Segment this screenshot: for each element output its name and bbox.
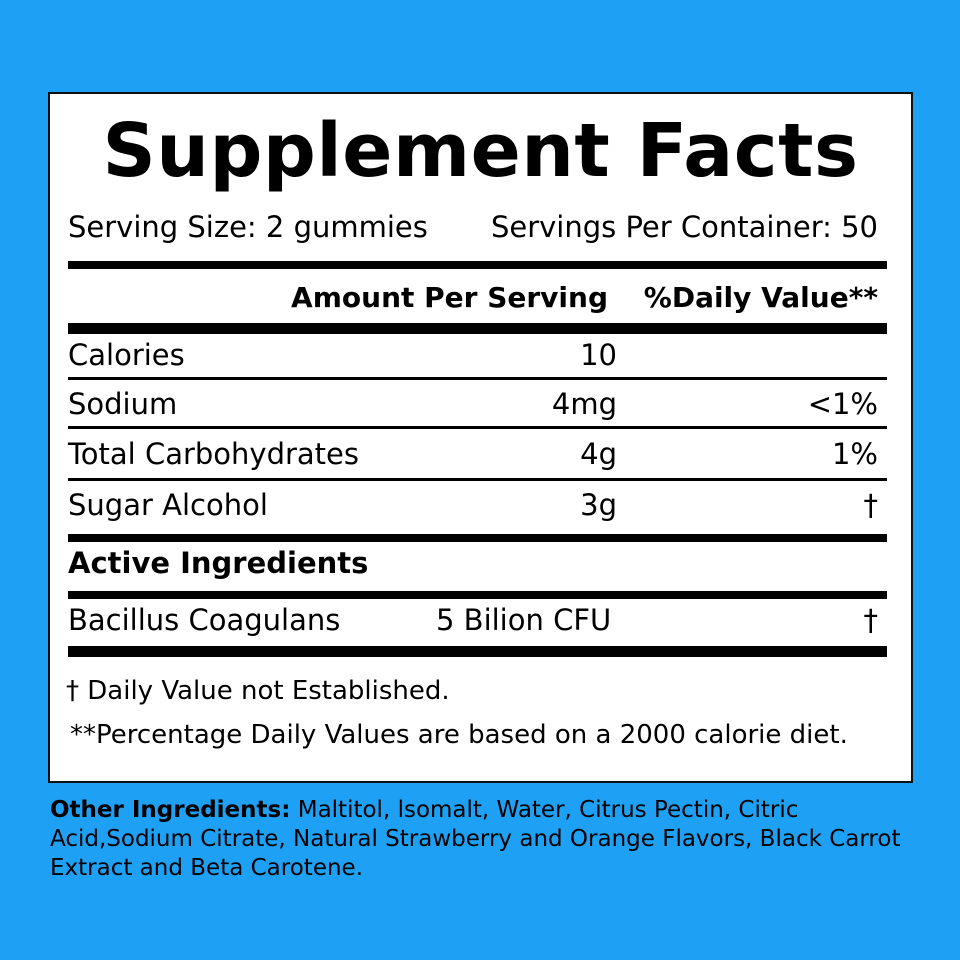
amount-header: Amount Per Serving xyxy=(291,281,608,314)
thick-rule xyxy=(68,646,887,657)
nutrient-dv: 1% xyxy=(831,437,878,471)
nutrient-row: Total Carbohydrates 4g 1% xyxy=(68,436,878,472)
other-ingredients-text: Maltitol, lsomalt, Water, Citrus Pectin,… xyxy=(50,797,901,881)
thin-rule xyxy=(68,426,887,429)
nutrient-amount: 4mg xyxy=(551,387,617,421)
thick-rule xyxy=(68,591,887,599)
nutrient-amount: 10 xyxy=(580,338,617,372)
daily-value-header: %Daily Value** xyxy=(643,281,878,314)
thin-rule xyxy=(68,377,887,380)
nutrient-row: Sugar Alcohol 3g † xyxy=(68,487,878,523)
nutrient-name: Total Carbohydrates xyxy=(68,437,360,471)
active-ingredient-name: Bacillus Coagulans xyxy=(68,603,341,637)
nutrient-name: Calories xyxy=(68,338,185,372)
nutrient-amount: 3g xyxy=(580,488,617,522)
nutrient-amount: 4g xyxy=(580,437,617,471)
active-ingredients-heading: Active Ingredients xyxy=(68,546,369,580)
other-ingredients-label: Other Ingredients: xyxy=(50,797,291,823)
thick-rule xyxy=(68,261,887,269)
thick-rule xyxy=(68,323,887,334)
serving-info: Serving Size: 2 gummies Servings Per Con… xyxy=(68,209,878,245)
supplement-facts-panel: Supplement Facts Serving Size: 2 gummies… xyxy=(48,92,913,783)
nutrient-dv: † xyxy=(863,488,879,522)
nutrient-name: Sodium xyxy=(68,387,178,421)
dagger-footnote: † Daily Value not Established. xyxy=(66,676,450,706)
nutrient-dv: <1% xyxy=(807,387,878,421)
active-ingredient-dv: † xyxy=(863,603,879,637)
nutrient-row: Sodium 4mg <1% xyxy=(68,386,878,422)
percent-footnote: **Percentage Daily Values are based on a… xyxy=(70,720,848,750)
serving-size: Serving Size: 2 gummies xyxy=(68,210,428,244)
other-ingredients: Other Ingredients: Maltitol, lsomalt, Wa… xyxy=(50,796,930,883)
active-ingredient-row: Bacillus Coagulans 5 Bilion CFU † xyxy=(68,602,878,638)
thick-rule xyxy=(68,534,887,542)
nutrient-name: Sugar Alcohol xyxy=(68,488,268,522)
servings-per-container: Servings Per Container: 50 xyxy=(490,210,878,244)
nutrient-row: Calories 10 xyxy=(68,337,878,373)
panel-title: Supplement Facts xyxy=(102,108,859,194)
thin-rule xyxy=(68,478,887,481)
active-ingredient-amount: 5 Bilion CFU xyxy=(436,603,612,637)
